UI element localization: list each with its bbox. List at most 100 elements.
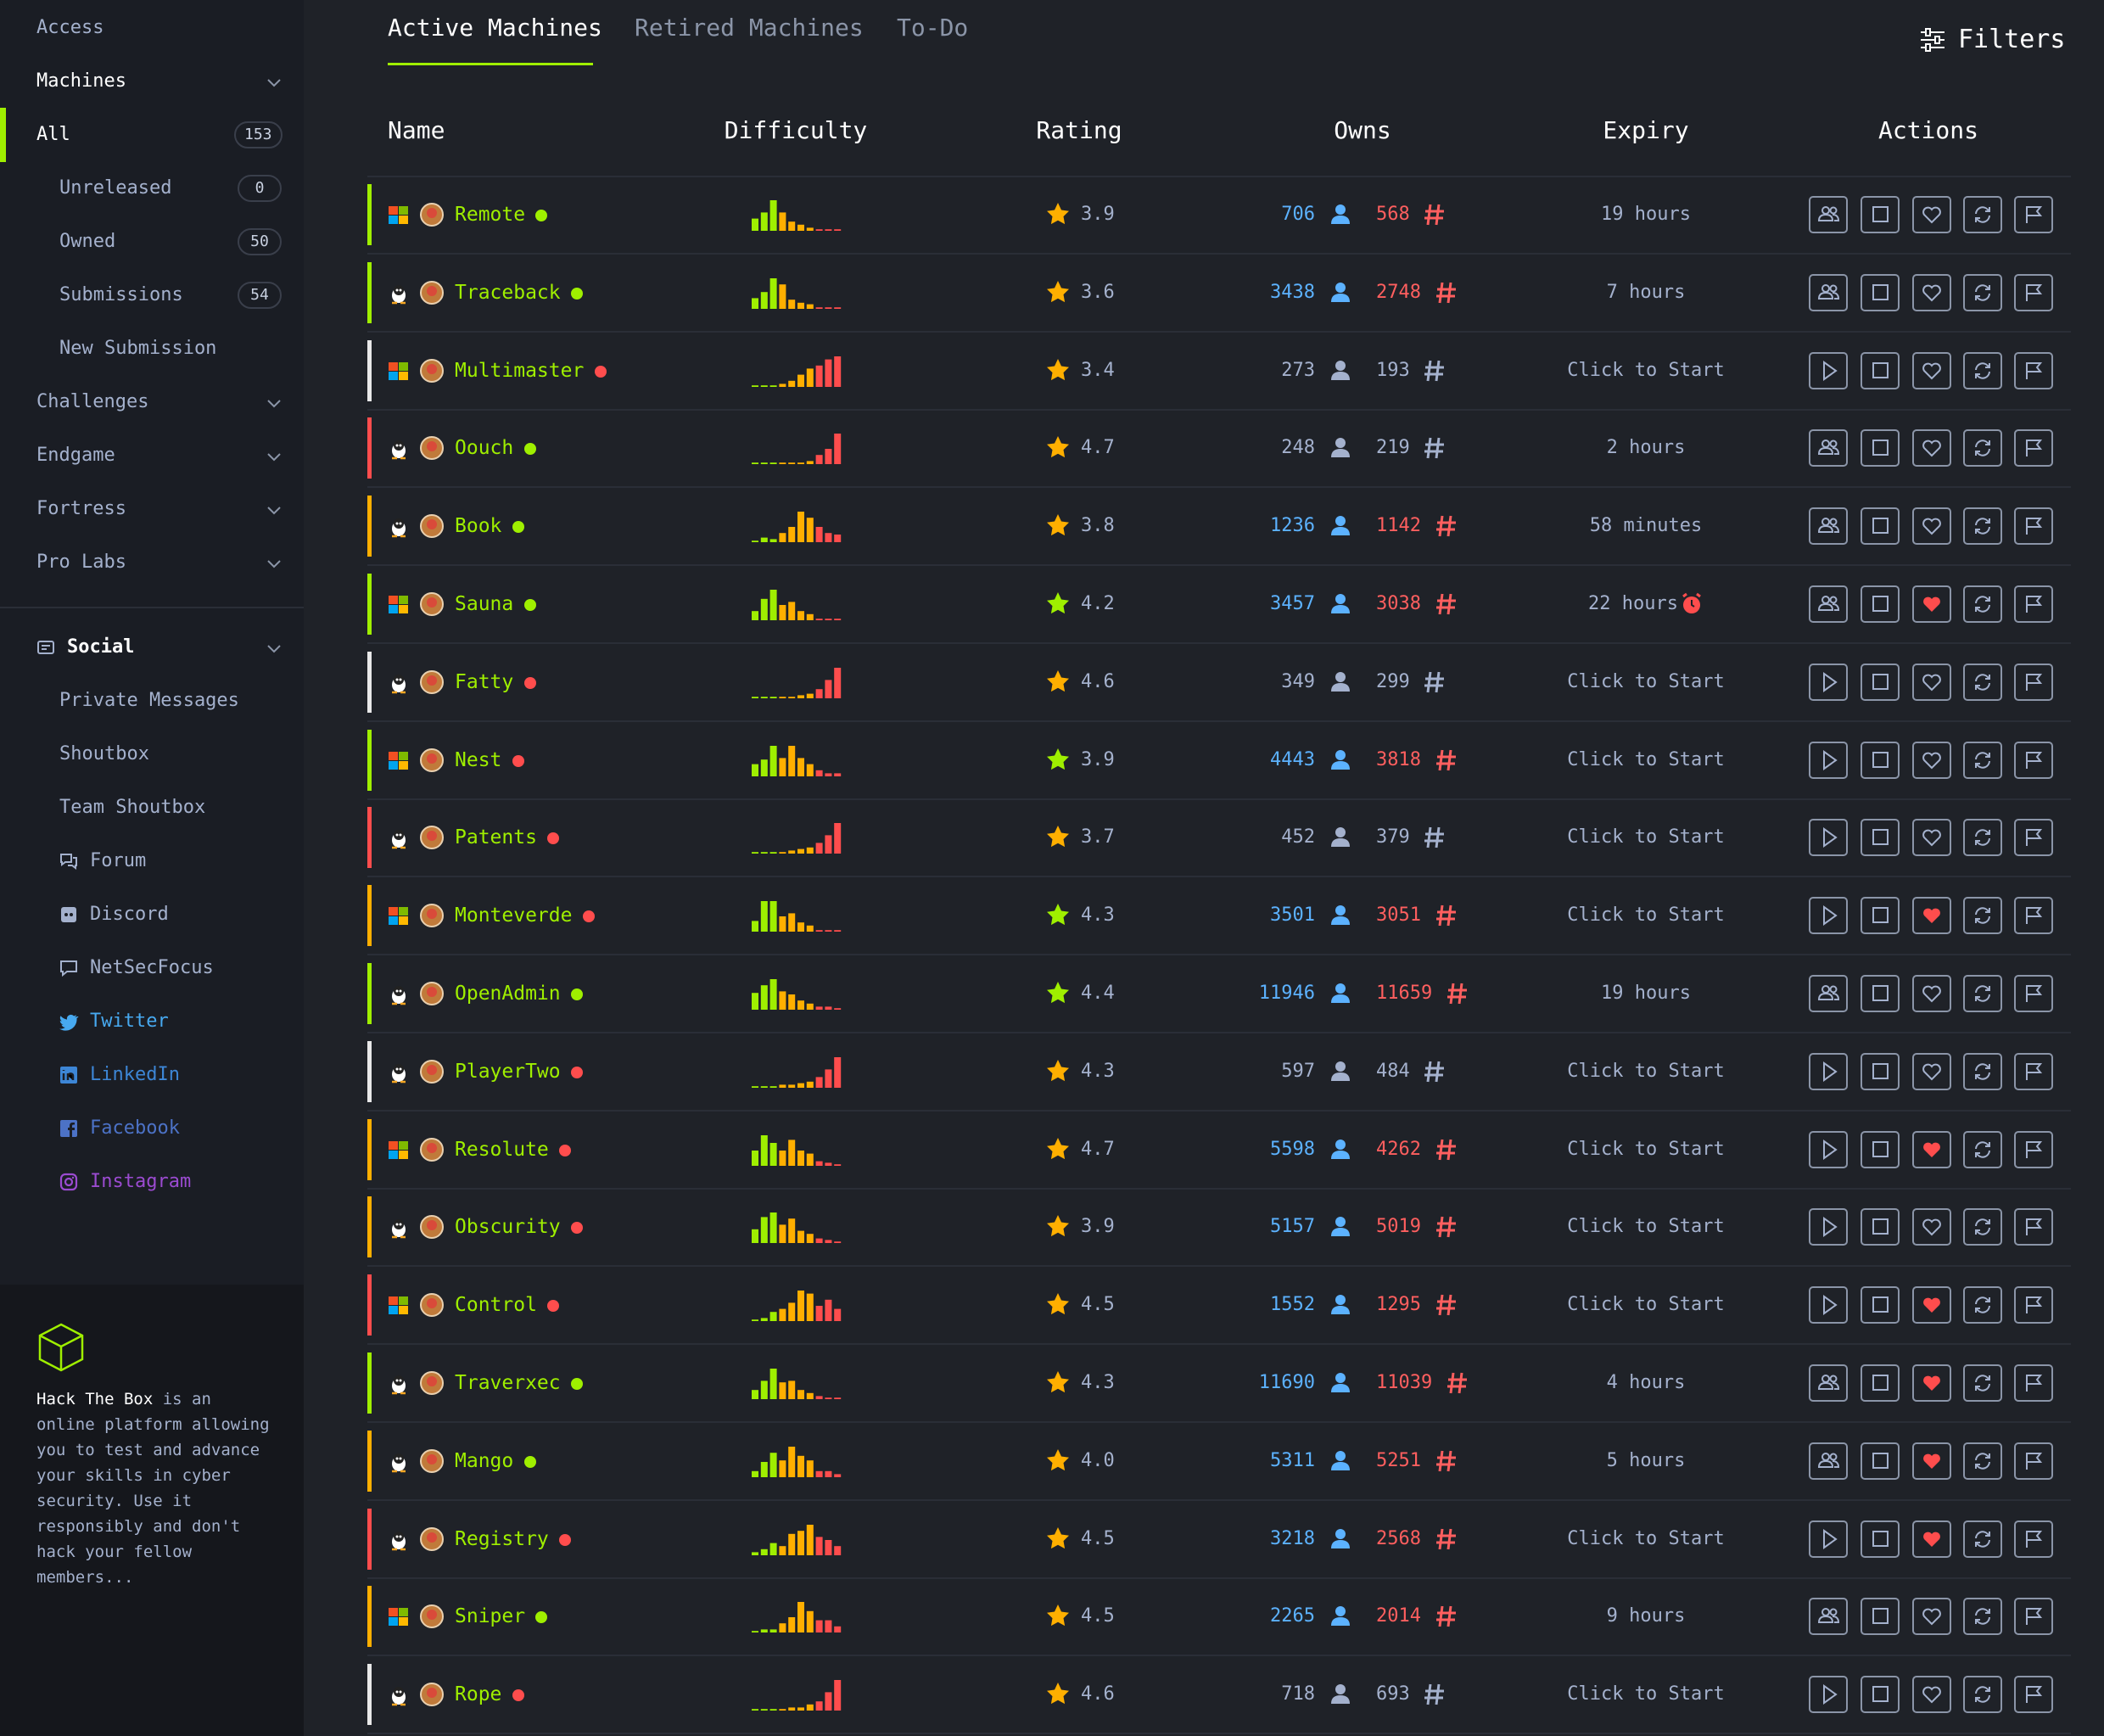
sidebar-item[interactable]: Team Shoutbox <box>59 797 206 818</box>
action-button[interactable] <box>1963 1208 2002 1246</box>
action-button[interactable] <box>1861 975 1900 1012</box>
action-button[interactable] <box>1912 352 1951 389</box>
action-button[interactable] <box>1912 975 1951 1012</box>
sidebar-item[interactable]: Facebook <box>90 1117 180 1139</box>
sidebar-item[interactable]: Unreleased <box>59 177 172 199</box>
action-button[interactable] <box>2014 975 2053 1012</box>
action-button[interactable] <box>1912 196 1951 233</box>
sidebar-item[interactable]: Private Messages <box>59 690 239 711</box>
action-button[interactable] <box>1963 1131 2002 1168</box>
machine-name[interactable]: Rope <box>455 1683 502 1705</box>
sidebar-item[interactable]: Social <box>67 636 135 658</box>
machine-name[interactable]: Mango <box>455 1450 514 1472</box>
action-button[interactable] <box>1963 1286 2002 1324</box>
action-button[interactable] <box>1912 819 1951 856</box>
action-button[interactable] <box>1963 1442 2002 1480</box>
sidebar-item[interactable]: New Submission <box>59 338 217 359</box>
action-button[interactable] <box>1809 1131 1848 1168</box>
action-button[interactable] <box>1912 742 1951 779</box>
machine-name[interactable]: Obscurity <box>455 1216 561 1238</box>
action-button[interactable] <box>1861 742 1900 779</box>
action-button[interactable] <box>1912 1364 1951 1402</box>
action-button[interactable] <box>2014 1520 2053 1558</box>
action-button[interactable] <box>1912 1053 1951 1090</box>
machine-name[interactable]: Nest <box>455 749 502 771</box>
action-button[interactable] <box>1912 429 1951 467</box>
action-button[interactable] <box>1861 819 1900 856</box>
action-button[interactable] <box>2014 585 2053 623</box>
sidebar-item[interactable]: LinkedIn <box>90 1064 180 1085</box>
sidebar-item[interactable]: Endgame <box>36 445 115 466</box>
action-button[interactable] <box>1861 1131 1900 1168</box>
action-button[interactable] <box>2014 1286 2053 1324</box>
action-button[interactable] <box>1963 1676 2002 1713</box>
action-button[interactable] <box>1809 1520 1848 1558</box>
action-button[interactable] <box>1963 1364 2002 1402</box>
action-button[interactable] <box>2014 819 2053 856</box>
machine-name[interactable]: Sniper <box>455 1605 526 1627</box>
action-button[interactable] <box>1912 507 1951 545</box>
action-button[interactable] <box>1809 1208 1848 1246</box>
action-button[interactable] <box>1809 196 1848 233</box>
machine-name[interactable]: Monteverde <box>455 904 573 927</box>
action-button[interactable] <box>1809 429 1848 467</box>
sidebar-item[interactable]: Shoutbox <box>59 743 149 764</box>
action-button[interactable] <box>1963 274 2002 311</box>
action-button[interactable] <box>1963 664 2002 701</box>
machine-name[interactable]: OpenAdmin <box>455 983 561 1005</box>
action-button[interactable] <box>2014 274 2053 311</box>
machine-name[interactable]: Resolute <box>455 1139 549 1161</box>
action-button[interactable] <box>1809 1053 1848 1090</box>
action-button[interactable] <box>1963 1520 2002 1558</box>
action-button[interactable] <box>1861 1520 1900 1558</box>
machine-name[interactable]: Fatty <box>455 671 514 693</box>
sidebar-item[interactable]: Submissions <box>59 284 183 305</box>
sidebar-item[interactable]: Pro Labs <box>36 552 126 573</box>
action-button[interactable] <box>2014 897 2053 934</box>
action-button[interactable] <box>2014 1442 2053 1480</box>
action-button[interactable] <box>1963 585 2002 623</box>
action-button[interactable] <box>1861 585 1900 623</box>
action-button[interactable] <box>1809 352 1848 389</box>
action-button[interactable] <box>1912 1131 1951 1168</box>
action-button[interactable] <box>1963 352 2002 389</box>
action-button[interactable] <box>1912 274 1951 311</box>
action-button[interactable] <box>1861 1053 1900 1090</box>
action-button[interactable] <box>2014 1208 2053 1246</box>
action-button[interactable] <box>1861 1442 1900 1480</box>
action-button[interactable] <box>1861 1364 1900 1402</box>
action-button[interactable] <box>1809 1598 1848 1635</box>
machine-name[interactable]: PlayerTwo <box>455 1061 561 1083</box>
action-button[interactable] <box>1861 274 1900 311</box>
machine-name[interactable]: Oouch <box>455 437 514 459</box>
action-button[interactable] <box>2014 742 2053 779</box>
action-button[interactable] <box>1861 196 1900 233</box>
machine-name[interactable]: Registry <box>455 1528 549 1550</box>
action-button[interactable] <box>1809 1442 1848 1480</box>
action-button[interactable] <box>1912 664 1951 701</box>
action-button[interactable] <box>1809 507 1848 545</box>
action-button[interactable] <box>1809 274 1848 311</box>
tab[interactable]: Retired Machines <box>635 14 864 42</box>
sidebar-item[interactable]: Forum <box>90 850 147 871</box>
machine-name[interactable]: Remote <box>455 204 526 226</box>
action-button[interactable] <box>2014 1676 2053 1713</box>
action-button[interactable] <box>1963 975 2002 1012</box>
action-button[interactable] <box>1912 585 1951 623</box>
sidebar-item[interactable]: Owned <box>59 231 116 252</box>
sidebar-item[interactable]: NetSecFocus <box>90 957 214 978</box>
sidebar-item[interactable]: All <box>36 124 70 145</box>
action-button[interactable] <box>1861 1208 1900 1246</box>
tab[interactable]: Active Machines <box>388 14 602 42</box>
sidebar-item[interactable]: Discord <box>90 904 169 925</box>
machine-name[interactable]: Multimaster <box>455 360 585 382</box>
sidebar-item[interactable]: Instagram <box>90 1171 192 1192</box>
sidebar-item[interactable]: Twitter <box>90 1011 169 1032</box>
action-button[interactable] <box>1809 1364 1848 1402</box>
action-button[interactable] <box>2014 352 2053 389</box>
action-button[interactable] <box>1912 1286 1951 1324</box>
action-button[interactable] <box>1963 507 2002 545</box>
action-button[interactable] <box>1861 1676 1900 1713</box>
action-button[interactable] <box>1963 1053 2002 1090</box>
action-button[interactable] <box>1963 819 2002 856</box>
